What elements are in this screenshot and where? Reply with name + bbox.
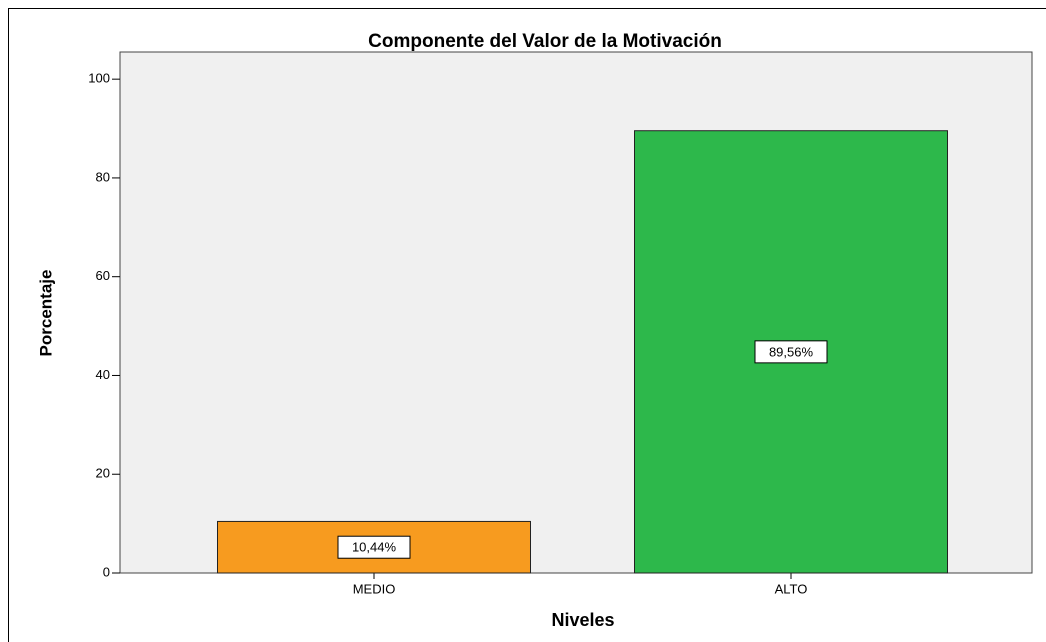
y-tick-label: 40 (96, 367, 110, 382)
y-tick-label: 60 (96, 268, 110, 283)
y-tick-label: 0 (103, 564, 110, 579)
y-tick-label: 100 (88, 71, 110, 86)
value-label: 10,44% (352, 540, 397, 555)
y-tick-label: 80 (96, 169, 110, 184)
x-tick-label: ALTO (775, 581, 808, 596)
x-tick-label: MEDIO (353, 581, 396, 596)
x-axis-label: Niveles (551, 610, 614, 630)
value-label-box (337, 535, 411, 559)
value-label: 89,56% (769, 344, 814, 359)
value-label-box (754, 340, 828, 364)
y-tick-label: 20 (96, 466, 110, 481)
chart-title: Componente del Valor de la Motivación (368, 31, 722, 52)
y-axis-label: Porcentaje (36, 270, 55, 357)
